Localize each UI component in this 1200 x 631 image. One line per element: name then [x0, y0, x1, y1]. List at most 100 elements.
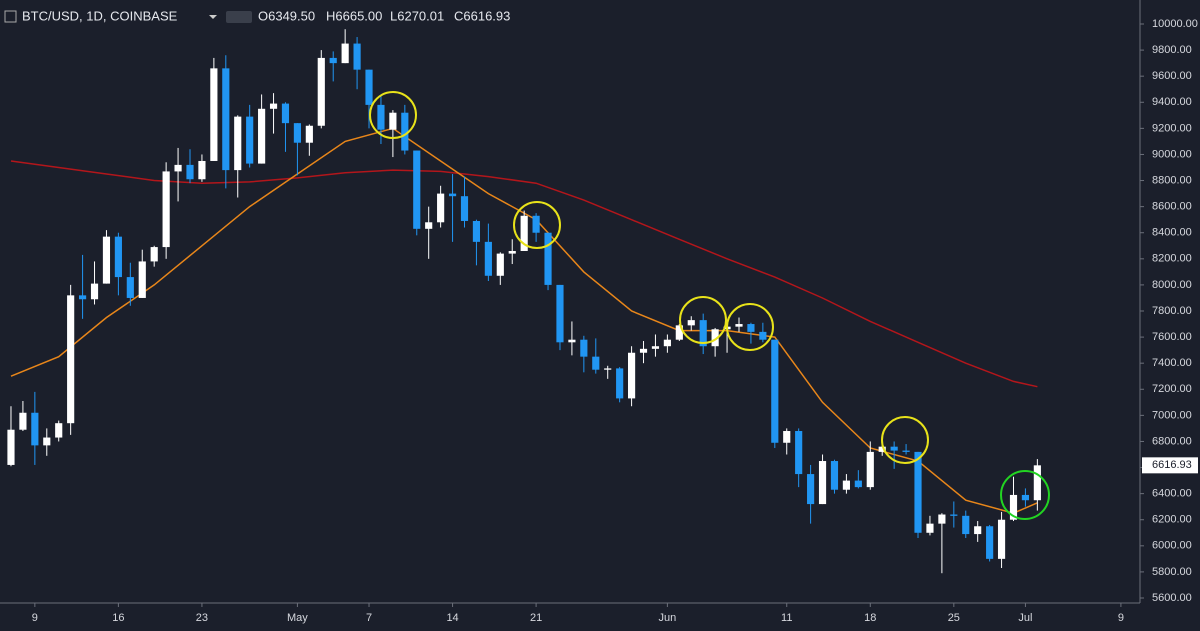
x-tick-label: 25 [948, 612, 960, 624]
candle-body [711, 329, 719, 347]
candle-body [222, 68, 230, 171]
candle-body [735, 324, 743, 327]
y-tick-label: 6400.00 [1152, 488, 1192, 500]
candle-body [747, 324, 755, 332]
y-tick-label: 8800.00 [1152, 174, 1192, 186]
candle-body [663, 339, 671, 347]
candle-body [365, 69, 373, 105]
candle-body [341, 43, 349, 64]
expand-icon[interactable] [4, 10, 17, 23]
candle-body [114, 236, 122, 278]
candle-body [926, 523, 934, 533]
y-tick-label: 8400.00 [1152, 227, 1192, 239]
candle-body [43, 437, 51, 446]
candle-body [496, 253, 504, 276]
x-tick-label: 16 [112, 612, 124, 624]
y-tick-label: 10000.00 [1152, 18, 1198, 30]
y-tick-label: 7400.00 [1152, 357, 1192, 369]
x-tick-label: 9 [32, 612, 38, 624]
candle-body [866, 451, 874, 488]
y-tick-label: 9000.00 [1152, 148, 1192, 160]
candle-body [950, 514, 958, 516]
candle-body [580, 339, 588, 357]
candle-body [962, 515, 970, 535]
x-tick-label: 11 [781, 612, 792, 624]
candle-body [460, 196, 469, 221]
candle-body [890, 446, 898, 451]
header: BTC/USD, 1D, COINBASE O6349.50 H6665.00 … [4, 8, 510, 23]
candle-body [79, 295, 87, 300]
x-tick-label: 18 [864, 612, 876, 624]
x-tick-label: Jul [1018, 612, 1032, 624]
candle-body [997, 519, 1006, 559]
candle-body [830, 461, 839, 490]
y-tick-label: 7600.00 [1152, 331, 1192, 343]
y-tick-label: 7200.00 [1152, 383, 1192, 395]
ohlc-close: C6616.93 [454, 8, 510, 23]
y-tick-label: 8200.00 [1152, 253, 1192, 265]
candle-body [878, 446, 886, 452]
y-tick-label: 8600.00 [1152, 201, 1192, 213]
y-tick-label: 5800.00 [1152, 566, 1192, 578]
candle-body [472, 220, 481, 242]
candle-body [1033, 465, 1041, 501]
candle-body [759, 331, 767, 340]
candle-body [67, 295, 75, 424]
candle-body [281, 103, 290, 124]
candle-body [616, 368, 624, 399]
highlight-circle [679, 296, 727, 344]
x-tick-label: 23 [196, 612, 208, 624]
y-tick-label: 9600.00 [1152, 70, 1192, 82]
candle-body [520, 215, 528, 251]
candle-body [138, 261, 146, 298]
dropdown-icon[interactable] [209, 15, 217, 19]
candle-body [353, 43, 361, 70]
candle-body [592, 356, 600, 370]
candle-body [484, 241, 492, 276]
candle-body [771, 339, 779, 443]
y-tick-label: 9400.00 [1152, 96, 1192, 108]
y-tick-label: 7800.00 [1152, 305, 1192, 317]
candle-body [90, 283, 99, 300]
candle-body [795, 431, 803, 475]
y-tick-label: 6200.00 [1152, 514, 1192, 526]
plot-area [7, 29, 1041, 574]
candle-body [914, 451, 922, 533]
candle-body [448, 193, 457, 197]
candle-body [556, 284, 564, 343]
ohlc-high: H6665.00 [326, 8, 382, 23]
candle-body [628, 352, 636, 399]
candle-body [437, 193, 445, 223]
highlight-circle [369, 91, 417, 139]
candle-body [783, 431, 791, 443]
candle-body [508, 250, 516, 254]
candle-body [651, 346, 660, 349]
x-tick-label: Jun [659, 612, 677, 624]
y-tick-label: 6800.00 [1152, 435, 1192, 447]
ohlc-open: O6349.50 [258, 8, 315, 23]
x-tick-label: May [287, 612, 308, 624]
toolbar-icons[interactable] [226, 11, 252, 23]
candle-body [55, 423, 63, 438]
x-tick-label: 14 [446, 612, 458, 624]
candle-body [639, 348, 648, 353]
last-price-box [1142, 457, 1198, 474]
symbol-title[interactable]: BTC/USD, 1D, COINBASE [22, 8, 178, 23]
y-tick-label: 6000.00 [1152, 540, 1192, 552]
candle-body [401, 112, 409, 151]
candle-body [305, 125, 313, 143]
candle-body [377, 104, 385, 130]
candle-body [568, 339, 576, 343]
candle-body [317, 57, 325, 126]
x-tick-label: 9 [1118, 612, 1124, 624]
candle-body [150, 247, 158, 262]
candle-body [699, 320, 707, 347]
y-tick-label: 7000.00 [1152, 409, 1192, 421]
candle-body [986, 526, 994, 559]
candle-body [1021, 494, 1030, 501]
highlight-circle [1000, 470, 1050, 520]
candle-body [186, 164, 194, 180]
x-tick-label: 21 [530, 612, 542, 624]
